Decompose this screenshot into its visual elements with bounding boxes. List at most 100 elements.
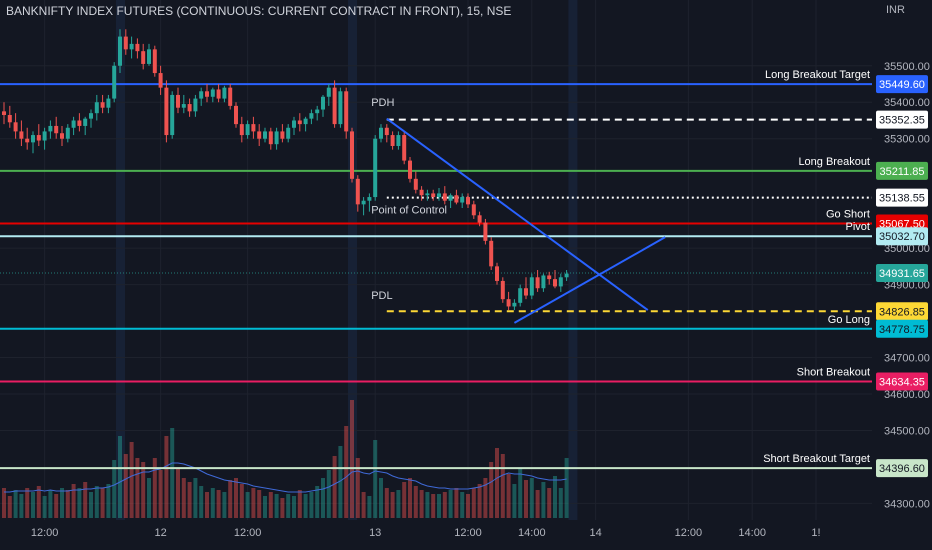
level-price-badge [876,459,928,478]
candle-body [471,204,476,216]
candle-body [152,49,157,74]
candle-body [94,102,99,114]
volume-bar [541,482,546,518]
level-price-badge [876,264,928,283]
candle-body [19,131,24,139]
trendlines[interactable] [386,117,666,324]
volume-bar [332,456,337,518]
candle-body [524,288,528,296]
volume-bar [350,400,354,518]
candles [2,29,569,311]
volume-bar [263,496,267,518]
candle-body [205,91,209,97]
volume-bar [164,436,169,518]
candle-body [413,178,418,190]
candle-body [65,127,70,139]
candle-body [245,124,250,136]
candle-body [158,73,163,88]
volume-bar [390,492,395,518]
candle-body [419,189,424,196]
price-tick-label: 35400.00 [884,97,930,109]
volume-bar [286,494,291,518]
volume-bar [297,490,302,518]
volume-bar [71,484,76,518]
volume-bar [495,448,499,518]
candle-body [535,277,540,289]
candle-body [303,118,308,125]
level-price-text: 35449.60 [879,79,925,91]
volume-bar [483,478,488,518]
time-tick-label: 12:00 [234,527,262,539]
time-tick-label: 14:00 [738,527,766,539]
volume-bar [31,492,35,518]
candle-body [506,299,511,307]
volume-bar [529,478,534,518]
volume-moving-average [4,462,567,493]
candle-body [234,105,238,125]
candle-body [460,197,465,203]
volume-bar [379,478,383,518]
candle-body [332,87,337,125]
price-tick-label: 34300.00 [884,498,930,510]
volume-bar [506,474,511,518]
candle-body [257,131,262,139]
price-axis[interactable]: 35500.00 35400.00 35300.00 35000.00 34900.00… [884,61,930,511]
candle-body [100,102,105,108]
session-start-band [568,0,578,520]
volume-bar [60,488,64,518]
level-lines [0,83,872,470]
level-price-text: 35138.55 [879,193,925,205]
candle-body [373,138,378,198]
candle-body [309,113,314,119]
candle-body [210,89,215,97]
candle-body [367,197,372,201]
volume-bar [48,490,53,518]
volume-bar [402,482,407,518]
volume-bar [193,478,198,518]
volume-bar [471,488,476,518]
level-price-text: 34778.75 [879,324,925,336]
level-name-label: Short Breakout Target [763,453,870,465]
level-price-text: 34826.85 [879,306,925,318]
volume-bar [477,484,482,518]
candle-body [553,279,557,287]
candle-body [187,104,192,112]
time-axis[interactable]: 12:00 12 12:00 13 12:00 14:00 14 12:00 14:00 1! [31,527,821,539]
candle-body [222,87,227,99]
volume-bar [315,486,320,518]
volume-bar [234,478,238,518]
candle-body [118,36,122,66]
candle-body [176,94,180,108]
level-price-badge [876,319,928,338]
volume-bar [384,488,389,518]
candle-body [164,87,169,136]
volume-bar [118,436,122,518]
candle-body [199,91,204,99]
volume-bar [431,494,436,518]
candle-body [425,193,430,196]
candle-body [297,120,302,125]
volume-bar [89,492,93,518]
volume-bar [216,490,221,518]
candle-body [25,138,30,143]
price-tick-label: 35000.00 [884,243,930,255]
candle-body [274,131,279,145]
volume-bar [419,490,424,518]
candle-body [338,91,343,125]
volume-bar [19,494,24,518]
volume-bar [466,494,470,518]
candle-body [390,135,395,146]
volume-bar [25,488,30,518]
volume-bar [176,468,180,518]
level-name-label: Pivot [846,221,870,233]
volume-bar [454,488,459,518]
time-tick-label: 12:00 [454,527,482,539]
candle-body [2,111,6,115]
level-labels: Long Breakout Target 35449.60 35352.35 Long… [763,69,928,478]
candle-body [112,65,117,99]
volume-bar [199,486,204,518]
volume-bar [512,484,517,518]
candle-body [36,135,41,141]
volume-bar [460,492,465,518]
